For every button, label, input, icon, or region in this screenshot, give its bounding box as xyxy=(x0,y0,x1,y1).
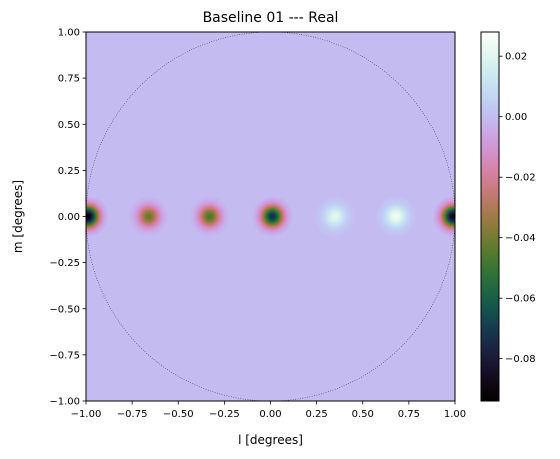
source-blob xyxy=(128,196,169,237)
source-blob xyxy=(86,196,108,237)
colorbar-tick-label: 0.02 xyxy=(505,52,527,63)
colorbar-tick-label: −0.08 xyxy=(505,354,536,365)
sources-layer xyxy=(86,196,455,237)
source-blob xyxy=(315,196,356,237)
y-tick-label: 0.25 xyxy=(58,166,80,177)
x-tick-label: −1.00 xyxy=(71,409,102,420)
colorbar-ticks: 0.02 0.00 −0.02 −0.04 −0.06 −0.08 xyxy=(499,52,536,365)
source-blob xyxy=(433,196,455,237)
x-tick-label: 0.00 xyxy=(259,409,281,420)
x-tick-label: −0.75 xyxy=(117,409,148,420)
x-axis-label: l [degrees] xyxy=(238,433,303,447)
y-tick-label: −0.75 xyxy=(49,350,80,361)
y-axis-label: m [degrees] xyxy=(11,180,25,253)
source-blob xyxy=(189,196,230,237)
x-tick-label: 0.50 xyxy=(352,409,374,420)
y-axis: 1.00 0.75 0.50 0.25 0.00 −0.25 −0.50 −0.75 −1.00 xyxy=(49,28,86,408)
colorbar-tick-label: 0.00 xyxy=(505,112,527,123)
colorbar xyxy=(480,31,500,402)
colorbar-tick-label: −0.02 xyxy=(505,173,536,184)
source-blob xyxy=(252,196,293,237)
y-tick-label: −0.25 xyxy=(49,258,80,269)
x-tick-label: 0.75 xyxy=(398,409,420,420)
y-tick-label: −1.00 xyxy=(49,397,80,408)
colorbar-tick-label: −0.04 xyxy=(505,233,536,244)
x-tick-label: 0.25 xyxy=(305,409,327,420)
source-blob xyxy=(375,196,416,237)
x-tick-label: −0.25 xyxy=(209,409,240,420)
x-axis: −1.00 −0.75 −0.50 −0.25 0.00 0.25 0.50 0.75 1.00 xyxy=(71,401,466,420)
y-tick-label: 0.50 xyxy=(58,120,80,131)
y-tick-label: −0.50 xyxy=(49,304,80,315)
y-tick-label: 0.75 xyxy=(58,74,80,85)
x-tick-label: 1.00 xyxy=(444,409,466,420)
y-tick-label: 0.00 xyxy=(58,212,80,223)
y-tick-label: 1.00 xyxy=(58,28,80,39)
x-tick-label: −0.50 xyxy=(163,409,194,420)
colorbar-tick-label: −0.06 xyxy=(505,294,536,305)
chart-title: Baseline 01 --- Real xyxy=(203,10,339,26)
